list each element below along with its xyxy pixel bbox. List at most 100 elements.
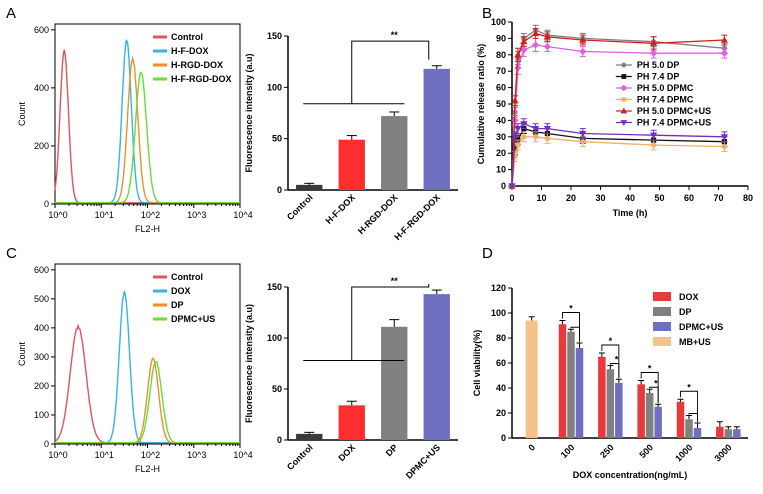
- y-tick-label: 50: [272, 134, 282, 144]
- panel-b-release-chart: 0 10 20 30 40 50 60 70 80 90 100 0 10 20 30 40 50 60 70 80 T…: [476, 17, 753, 218]
- series-point-ph-5-0-dpmc-us: [511, 97, 519, 104]
- category-label-500: 500: [637, 442, 655, 460]
- legend-label-control: Control: [171, 32, 203, 42]
- bar-dpmc-us-250: [615, 383, 623, 438]
- category-label-dpmc-us: DPMC+US: [404, 442, 442, 480]
- y-tick-label: 50: [496, 99, 506, 109]
- x-tick-label: 60: [684, 193, 694, 203]
- series-point-ph-5-0-dpmc: [520, 46, 528, 54]
- panel-a-bar-chart: 0 50 100 150 Fluorescence intensity (a.u) Con…: [244, 30, 458, 242]
- series-point-ph-5-0-dpmc: [579, 47, 587, 56]
- significance-marker: *: [654, 378, 658, 388]
- y-tick-label: 100: [34, 410, 49, 420]
- panel-d-viability-chart: 0 20 40 60 80 100 120 Cell viability(%) 0 100 * 250…: [472, 283, 748, 480]
- x-tick-label: 10^2: [141, 210, 160, 220]
- y-tick-label: 100: [267, 333, 282, 343]
- series-point-ph-7-4-dpmc-us: [511, 134, 519, 141]
- significance-marker: **: [391, 30, 399, 40]
- bar-h-f-dox: [338, 139, 365, 190]
- y-axis-label: Fluorescence intensity (a.u): [244, 304, 254, 423]
- legend-swatch-dp: [653, 307, 671, 316]
- significance-marker: *: [609, 336, 613, 346]
- bar-dpmc-us-100: [575, 348, 584, 438]
- category-label-control: Control: [285, 442, 315, 472]
- category-label-0: 0: [526, 442, 537, 453]
- bar-h-rgd-dox: [381, 116, 408, 190]
- series-point-ph-7-4-dpmc-us: [532, 126, 540, 133]
- x-tick-label: 10^2: [141, 450, 160, 460]
- significance-bracket-inner: [688, 413, 698, 422]
- hist-plot-frame: [54, 23, 241, 205]
- x-tick-label: 10^3: [187, 450, 206, 460]
- series-point-ph-5-0-dpmc-us: [514, 51, 522, 58]
- y-tick-label: 100: [491, 308, 506, 318]
- x-axis-label: DOX concentration(ng/mL): [573, 470, 688, 480]
- x-tick-label: 10^0: [48, 450, 67, 460]
- legend-label-dp: DP: [171, 300, 184, 310]
- histogram-curve-dpmc-us: [55, 361, 240, 444]
- y-tick-label: 300: [34, 352, 49, 362]
- series-point-ph-7-4-dpmc: [651, 142, 657, 148]
- significance-marker: *: [569, 304, 573, 314]
- x-axis-label: FL2-H: [135, 464, 160, 474]
- series-point-ph-7-4-dpmc: [533, 134, 539, 140]
- legend-label-ph-5-0-dp: PH 5.0 DP: [637, 60, 680, 70]
- y-axis-label: Count: [17, 102, 27, 127]
- y-tick-label: 0: [501, 181, 506, 191]
- y-tick-label: 100: [267, 82, 282, 92]
- panel-c-bar-chart: 0 50 100 150 Fluorescence intensity (a.u) Con…: [244, 276, 458, 481]
- significance-marker: *: [615, 355, 619, 365]
- series-line-ph-7-4-dp: [511, 127, 725, 187]
- category-label-h-f-rgd-dox: H-F-RGD-DOX: [392, 192, 442, 242]
- legend-label-h-rgd-dox: H-RGD-DOX: [171, 60, 223, 70]
- y-tick-label: 400: [34, 323, 49, 333]
- bar-control: [296, 184, 323, 190]
- series-point-ph-7-4-dpmc-us: [508, 183, 516, 190]
- legend-marker-ph-5-0-dpmc-us: [620, 107, 628, 114]
- y-tick-label: 500: [34, 294, 49, 304]
- legend-marker-ph-7-4-dp: [621, 74, 627, 79]
- y-tick-label: 10: [496, 165, 506, 175]
- category-label-h-rgd-dox: H-RGD-DOX: [356, 192, 400, 236]
- series-point-ph-5-0-dpmc-us: [543, 33, 551, 40]
- bar-dox-3000: [716, 426, 724, 438]
- x-tick-label: 70: [713, 193, 723, 203]
- panel-a-histogram: 0 200 400 600 10^0 10^1 10^2 10^3 10^4 FL2-H Count…: [17, 23, 253, 234]
- category-label-1000: 1000: [673, 442, 694, 463]
- bar-dox: [338, 405, 365, 440]
- y-tick-label: 0: [277, 185, 282, 195]
- bar-dp-100: [567, 331, 575, 438]
- series-point-ph-7-4-dpmc-us: [520, 121, 528, 128]
- x-tick-label: 10^3: [187, 210, 206, 220]
- y-tick-label: 100: [491, 17, 506, 27]
- series-point-ph-7-4-dpmc-us: [720, 134, 728, 141]
- category-label-h-f-dox: H-F-DOX: [324, 192, 358, 226]
- bar-control: [296, 433, 323, 440]
- category-label-dp: DP: [384, 442, 400, 458]
- series-point-ph-7-4-dpmc: [580, 139, 586, 145]
- legend-label-ph-7-4-dpmc-us: PH 7.4 DPMC+US: [637, 118, 711, 128]
- y-tick-label: 20: [496, 148, 506, 158]
- bar-dp-500: [645, 393, 654, 438]
- x-tick-label: 40: [625, 193, 635, 203]
- panel-label-d: D: [482, 245, 493, 262]
- y-tick-label: 150: [267, 31, 282, 41]
- y-tick-label: 30: [496, 132, 506, 142]
- bar-dpmc-us-500: [654, 406, 662, 438]
- significance-bracket: [351, 40, 430, 104]
- y-tick-label: 50: [272, 384, 282, 394]
- significance-bracket: [562, 312, 580, 341]
- series-point-ph-7-4-dpmc: [721, 144, 728, 150]
- x-axis-label: FL2-H: [135, 224, 160, 234]
- bar-dox-250: [598, 356, 606, 438]
- bar-dox-1000: [676, 401, 685, 438]
- bar-dpmc-us: [423, 294, 450, 440]
- y-tick-label: 60: [496, 83, 506, 93]
- series-point-ph-5-0-dpmc-us: [720, 36, 728, 43]
- bar-h-f-rgd-dox: [423, 68, 450, 190]
- legend-label-dox: DOX: [679, 292, 699, 302]
- legend-label-mb-us: MB+US: [679, 337, 711, 347]
- bar-dox-100: [558, 324, 567, 438]
- legend-label-dpmc-us: DPMC+US: [171, 314, 215, 324]
- y-tick-label: 0: [501, 433, 506, 443]
